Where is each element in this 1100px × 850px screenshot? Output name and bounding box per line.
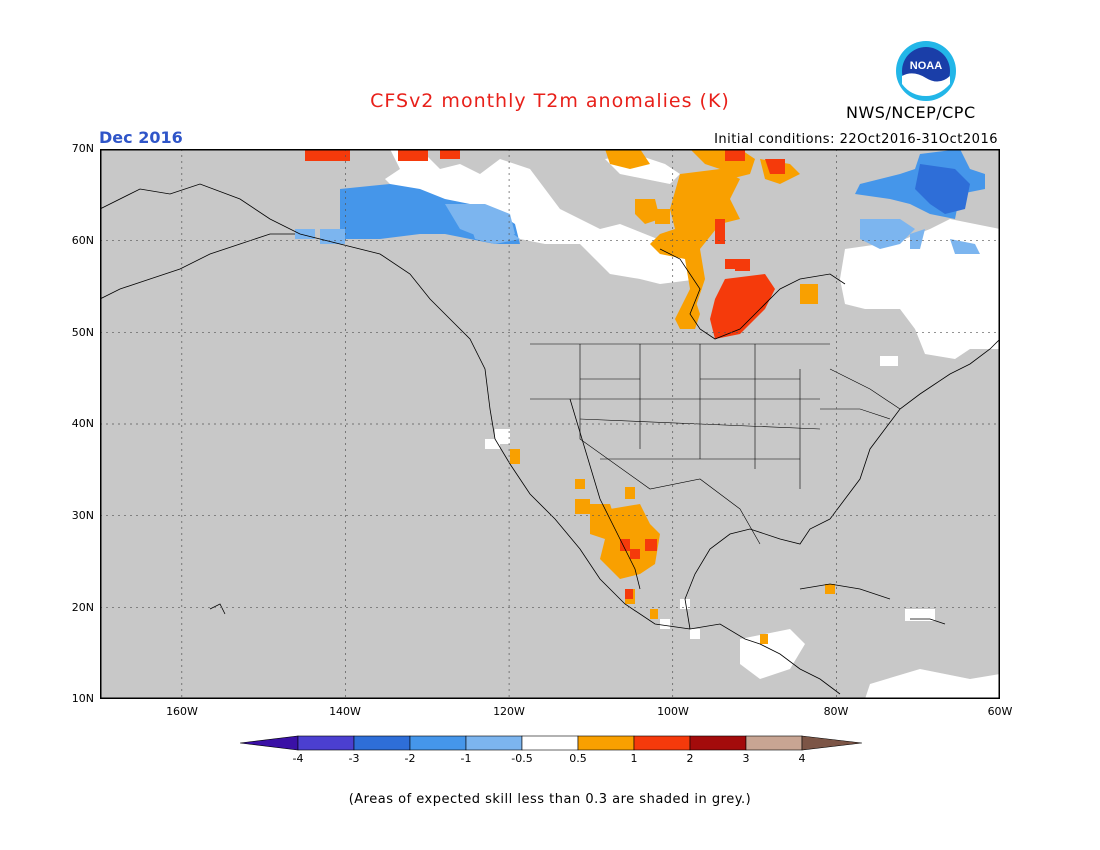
legend-label: 0.5 bbox=[569, 752, 587, 765]
organization-label: NWS/NCEP/CPC bbox=[846, 103, 976, 122]
lat-label-40n: 40N bbox=[71, 417, 94, 430]
legend-swatch-max bbox=[801, 735, 862, 751]
legend-swatch bbox=[633, 735, 691, 751]
lat-label-10n: 10N bbox=[71, 692, 94, 705]
legend-label: -3 bbox=[348, 752, 360, 765]
lon-label-60w: 60W bbox=[987, 705, 1013, 718]
skill-footnote: (Areas of expected skill less than 0.3 a… bbox=[348, 792, 752, 807]
legend-label: 3 bbox=[742, 752, 750, 765]
noaa-logo-icon: NOAA bbox=[896, 41, 956, 101]
lat-label-20n: 20N bbox=[71, 601, 94, 614]
legend-label: -1 bbox=[460, 752, 472, 765]
map-frame bbox=[100, 149, 1000, 699]
legend-label: 4 bbox=[798, 752, 806, 765]
color-legend-bar bbox=[240, 735, 862, 751]
legend-swatch bbox=[353, 735, 411, 751]
lat-label-70n: 70N bbox=[71, 142, 94, 155]
lon-label-80w: 80W bbox=[823, 705, 849, 718]
legend-swatch bbox=[577, 735, 635, 751]
temperature-anomaly-map bbox=[100, 149, 1000, 699]
lon-label-160w: 160W bbox=[166, 705, 198, 718]
initial-conditions: Initial conditions: 22Oct2016-31Oct2016 bbox=[714, 132, 998, 147]
legend-swatch bbox=[521, 735, 579, 751]
blue-anomaly-cells bbox=[295, 149, 985, 254]
map-title: CFSv2 monthly T2m anomalies (K) bbox=[370, 90, 730, 112]
lat-label-50n: 50N bbox=[71, 326, 94, 339]
forecast-period: Dec 2016 bbox=[99, 128, 183, 147]
lon-label-120w: 120W bbox=[493, 705, 525, 718]
graticule bbox=[100, 149, 1000, 699]
lon-label-100w: 100W bbox=[657, 705, 689, 718]
legend-label: -0.5 bbox=[511, 752, 533, 765]
logo-text: NOAA bbox=[910, 60, 942, 72]
coastlines bbox=[100, 183, 1000, 695]
legend-swatch bbox=[297, 735, 355, 751]
legend-label: -4 bbox=[292, 752, 304, 765]
lat-label-60n: 60N bbox=[71, 234, 94, 247]
legend-swatch-min bbox=[240, 735, 299, 751]
lat-label-30n: 30N bbox=[71, 509, 94, 522]
legend-label: 1 bbox=[630, 752, 638, 765]
legend-label: 2 bbox=[686, 752, 694, 765]
legend-label: -2 bbox=[404, 752, 416, 765]
color-legend-labels: -4 -3 -2 -1 -0.5 0.5 1 2 3 4 bbox=[0, 752, 1100, 768]
legend-swatch bbox=[465, 735, 523, 751]
legend-swatch bbox=[409, 735, 467, 751]
red-anomaly-cells bbox=[305, 149, 785, 599]
legend-swatch bbox=[689, 735, 747, 751]
legend-swatch bbox=[745, 735, 803, 751]
lon-label-140w: 140W bbox=[329, 705, 361, 718]
